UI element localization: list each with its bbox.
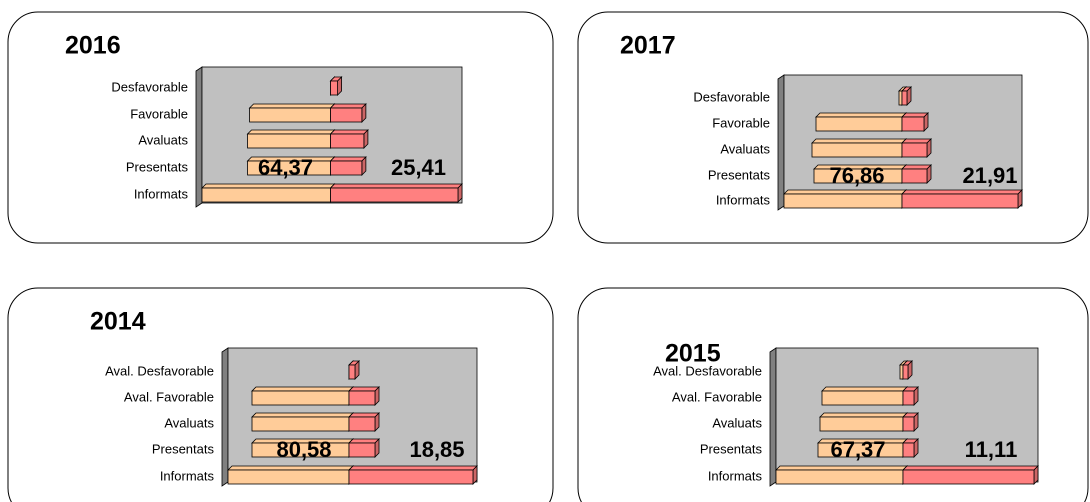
- category-label: Aval. Desfavorable: [653, 363, 762, 378]
- bar-top-face: [227, 465, 354, 471]
- bar: [251, 390, 350, 406]
- chart-title: 2015: [665, 340, 721, 368]
- bar-top-face: [775, 465, 908, 471]
- bar-top-face: [248, 103, 336, 109]
- bar: [348, 469, 474, 485]
- plot-side-wall: [195, 66, 203, 208]
- bar-top-face: [329, 129, 369, 135]
- category-label: Desfavorable: [693, 89, 770, 104]
- bar: [783, 193, 903, 209]
- category-label: Aval. Favorable: [124, 389, 214, 404]
- bar-top-face: [348, 386, 380, 392]
- bar: [775, 469, 904, 485]
- bar: [227, 469, 350, 485]
- bar-top-face: [901, 189, 1023, 195]
- bar-top-face: [251, 386, 354, 392]
- bar-top-face: [902, 465, 1039, 471]
- bar: [902, 364, 909, 380]
- bar-top-face: [815, 112, 907, 118]
- bar: [249, 107, 331, 123]
- category-label: Avaluats: [720, 141, 770, 156]
- category-label: Informats: [160, 468, 215, 483]
- bar: [899, 364, 904, 380]
- category-label: Informats: [708, 468, 763, 483]
- bar: [330, 187, 459, 203]
- plot-side-wall: [221, 347, 229, 487]
- chart-title: 2016: [65, 32, 121, 60]
- bar-top-face: [783, 189, 907, 195]
- bar-top-face: [201, 183, 336, 189]
- bar: [348, 364, 356, 380]
- bar-top-face: [819, 412, 908, 418]
- annotation: 67,37: [830, 437, 885, 462]
- annotation: 80,58: [276, 437, 331, 462]
- bar: [819, 416, 904, 432]
- bar: [330, 107, 363, 123]
- annotation: 18,85: [409, 437, 464, 462]
- plot-side-wall: [777, 74, 785, 211]
- category-label: Presentats: [152, 441, 215, 456]
- bar: [348, 442, 376, 458]
- chart-title: 2017: [620, 32, 676, 60]
- category-label: Favorable: [130, 106, 188, 121]
- bar: [901, 193, 1019, 209]
- bar: [247, 133, 331, 149]
- category-label: Presentats: [708, 167, 771, 182]
- bar: [330, 160, 363, 176]
- bar: [251, 416, 350, 432]
- bar: [902, 442, 915, 458]
- category-label: Favorable: [712, 115, 770, 130]
- bar: [902, 416, 915, 432]
- bar-top-face: [329, 183, 463, 189]
- category-label: Avaluats: [712, 415, 762, 430]
- bar: [901, 142, 928, 158]
- bar-top-face: [811, 138, 907, 144]
- category-label: Avaluats: [138, 132, 188, 147]
- bar-top-face: [348, 412, 380, 418]
- bar: [821, 390, 904, 406]
- bar: [330, 80, 338, 96]
- bar: [201, 187, 331, 203]
- bar: [902, 390, 915, 406]
- annotation: 64,37: [258, 155, 313, 180]
- bar: [815, 116, 903, 132]
- bar-top-face: [251, 412, 354, 418]
- chart-title: 2014: [90, 308, 146, 336]
- bar-top-face: [821, 386, 908, 392]
- category-label: Informats: [716, 192, 771, 207]
- bar: [330, 133, 365, 149]
- bar: [348, 390, 376, 406]
- bar-top-face: [348, 465, 478, 471]
- bar: [902, 469, 1035, 485]
- category-label: Presentats: [700, 441, 763, 456]
- bar-top-face: [901, 164, 932, 170]
- annotation: 76,86: [829, 163, 884, 188]
- bar-top-face: [246, 129, 336, 135]
- bar: [901, 116, 925, 132]
- annotation: 25,41: [391, 155, 446, 180]
- category-label: Avaluats: [164, 415, 214, 430]
- bar: [901, 168, 928, 184]
- category-label: Aval. Favorable: [672, 389, 762, 404]
- bar-top-face: [329, 103, 367, 109]
- bar: [898, 90, 903, 106]
- category-label: Presentats: [126, 159, 189, 174]
- plot-side-wall: [769, 347, 777, 487]
- category-label: Aval. Desfavorable: [105, 363, 214, 378]
- category-label: Informats: [134, 186, 189, 201]
- bar: [901, 90, 908, 106]
- annotation: 11,11: [965, 437, 1018, 462]
- category-label: Desfavorable: [111, 79, 188, 94]
- bar-top-face: [901, 138, 932, 144]
- bar-top-face: [329, 156, 367, 162]
- bar: [811, 142, 903, 158]
- annotation: 21,91: [962, 163, 1017, 188]
- bar-top-face: [348, 438, 380, 444]
- bar: [348, 416, 376, 432]
